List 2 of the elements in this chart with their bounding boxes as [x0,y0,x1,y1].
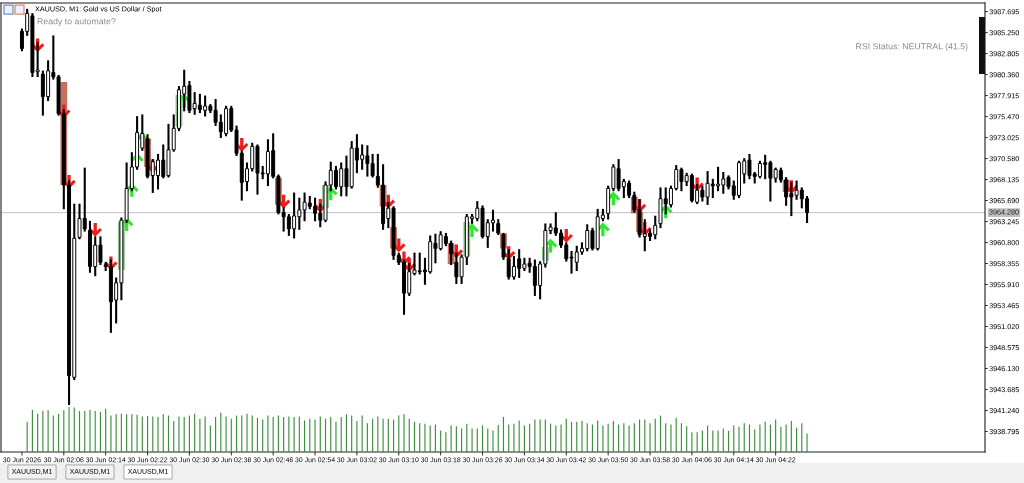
annotation: RSI Status: NEUTRAL (41.5) [856,42,968,52]
annotation: Ready to automate? [37,17,116,27]
